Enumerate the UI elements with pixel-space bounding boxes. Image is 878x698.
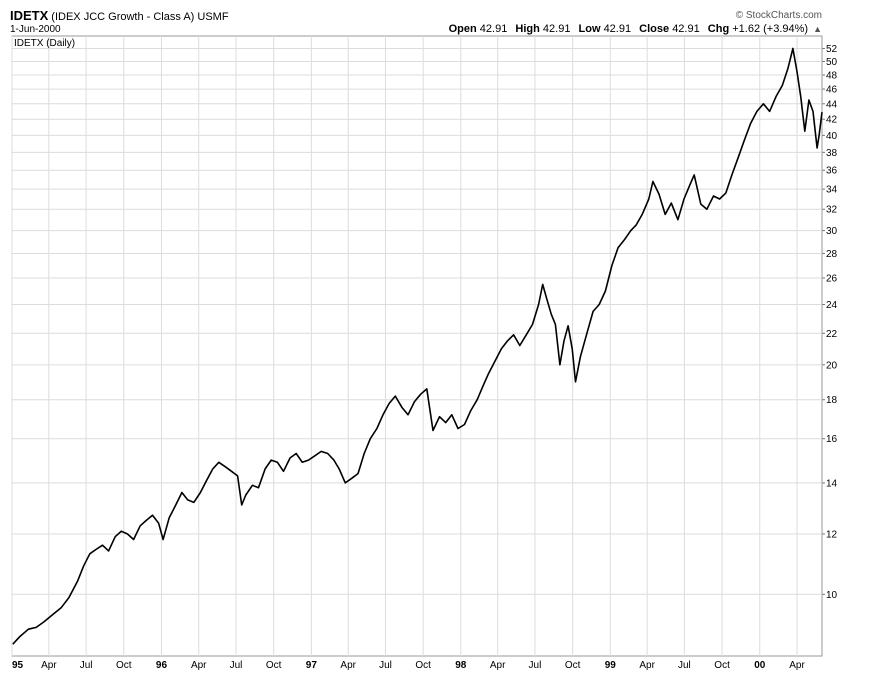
close-value: 42.91 [672, 23, 700, 35]
y-tick-label: 22 [826, 329, 838, 340]
x-tick-label: Jul [379, 660, 392, 671]
plot-area [11, 35, 823, 657]
x-tick-label: Jul [529, 660, 542, 671]
x-tick-label: 00 [754, 660, 766, 671]
y-tick-label: 14 [826, 478, 838, 489]
y-tick-label: 28 [826, 249, 838, 260]
x-tick-label: 98 [455, 660, 467, 671]
y-tick-label: 12 [826, 529, 838, 540]
x-tick-label: Oct [266, 660, 282, 671]
y-tick-label: 32 [826, 205, 838, 216]
y-tick-label: 16 [826, 434, 838, 445]
x-tick-label: Apr [41, 660, 57, 671]
x-tick-label: Apr [789, 660, 805, 671]
x-tick-label: Jul [230, 660, 243, 671]
y-tick-label: 44 [826, 99, 838, 110]
x-tick-label: Jul [678, 660, 691, 671]
y-tick-label: 30 [826, 226, 838, 237]
y-tick-label: 34 [826, 185, 838, 196]
x-tick-label: Oct [565, 660, 581, 671]
x-tick-label: Apr [340, 660, 356, 671]
chart-symbol: IDETX (IDEX JCC Growth - Class A) USMF [10, 8, 229, 23]
x-tick-label: Jul [80, 660, 93, 671]
chg-value: +1.62 (+3.94%) [732, 23, 809, 35]
open-value: 42.91 [479, 23, 508, 35]
x-tick-label: Oct [714, 660, 730, 671]
x-tick-label: Apr [639, 660, 655, 671]
y-tick-label: 48 [826, 70, 838, 81]
x-tick-label: Oct [116, 660, 132, 671]
open-label: Open [448, 23, 477, 35]
brand-watermark: © StockCharts.com [735, 10, 822, 21]
x-tick-label: 99 [605, 660, 617, 671]
y-tick-label: 46 [826, 85, 838, 96]
up-arrow-icon: ▲ [813, 24, 822, 34]
y-tick-label: 36 [826, 166, 838, 177]
high-label: High [515, 23, 540, 35]
x-tick-label: Apr [191, 660, 207, 671]
x-tick-label: 97 [306, 660, 318, 671]
legend-label: IDETX (Daily) [14, 38, 75, 49]
y-tick-label: 50 [826, 57, 838, 68]
chart-date: 1-Jun-2000 [10, 24, 61, 35]
chg-label: Chg [707, 23, 730, 35]
x-tick-label: Oct [415, 660, 431, 671]
y-tick-label: 52 [826, 44, 838, 55]
x-tick-label: 95 [12, 660, 24, 671]
low-value: 42.91 [603, 23, 632, 35]
y-tick-label: 38 [826, 148, 838, 159]
y-tick-label: 10 [826, 590, 838, 601]
y-tick-label: 26 [826, 273, 838, 284]
y-tick-label: 18 [826, 395, 838, 406]
ohlc-readout: Open 42.91 High 42.91 Low 42.91 Close 42… [449, 23, 822, 35]
price-line-series [12, 47, 823, 645]
x-tick-label: Apr [490, 660, 506, 671]
y-tick-label: 42 [826, 115, 838, 126]
fund-full-name: (IDEX JCC Growth - Class A) USMF [51, 11, 229, 23]
high-value: 42.91 [542, 23, 571, 35]
y-tick-label: 24 [826, 300, 838, 311]
close-label: Close [639, 23, 670, 35]
low-label: Low [578, 23, 601, 35]
x-tick-label: 96 [156, 660, 168, 671]
y-tick-label: 40 [826, 131, 838, 142]
y-tick-label: 20 [826, 360, 838, 371]
